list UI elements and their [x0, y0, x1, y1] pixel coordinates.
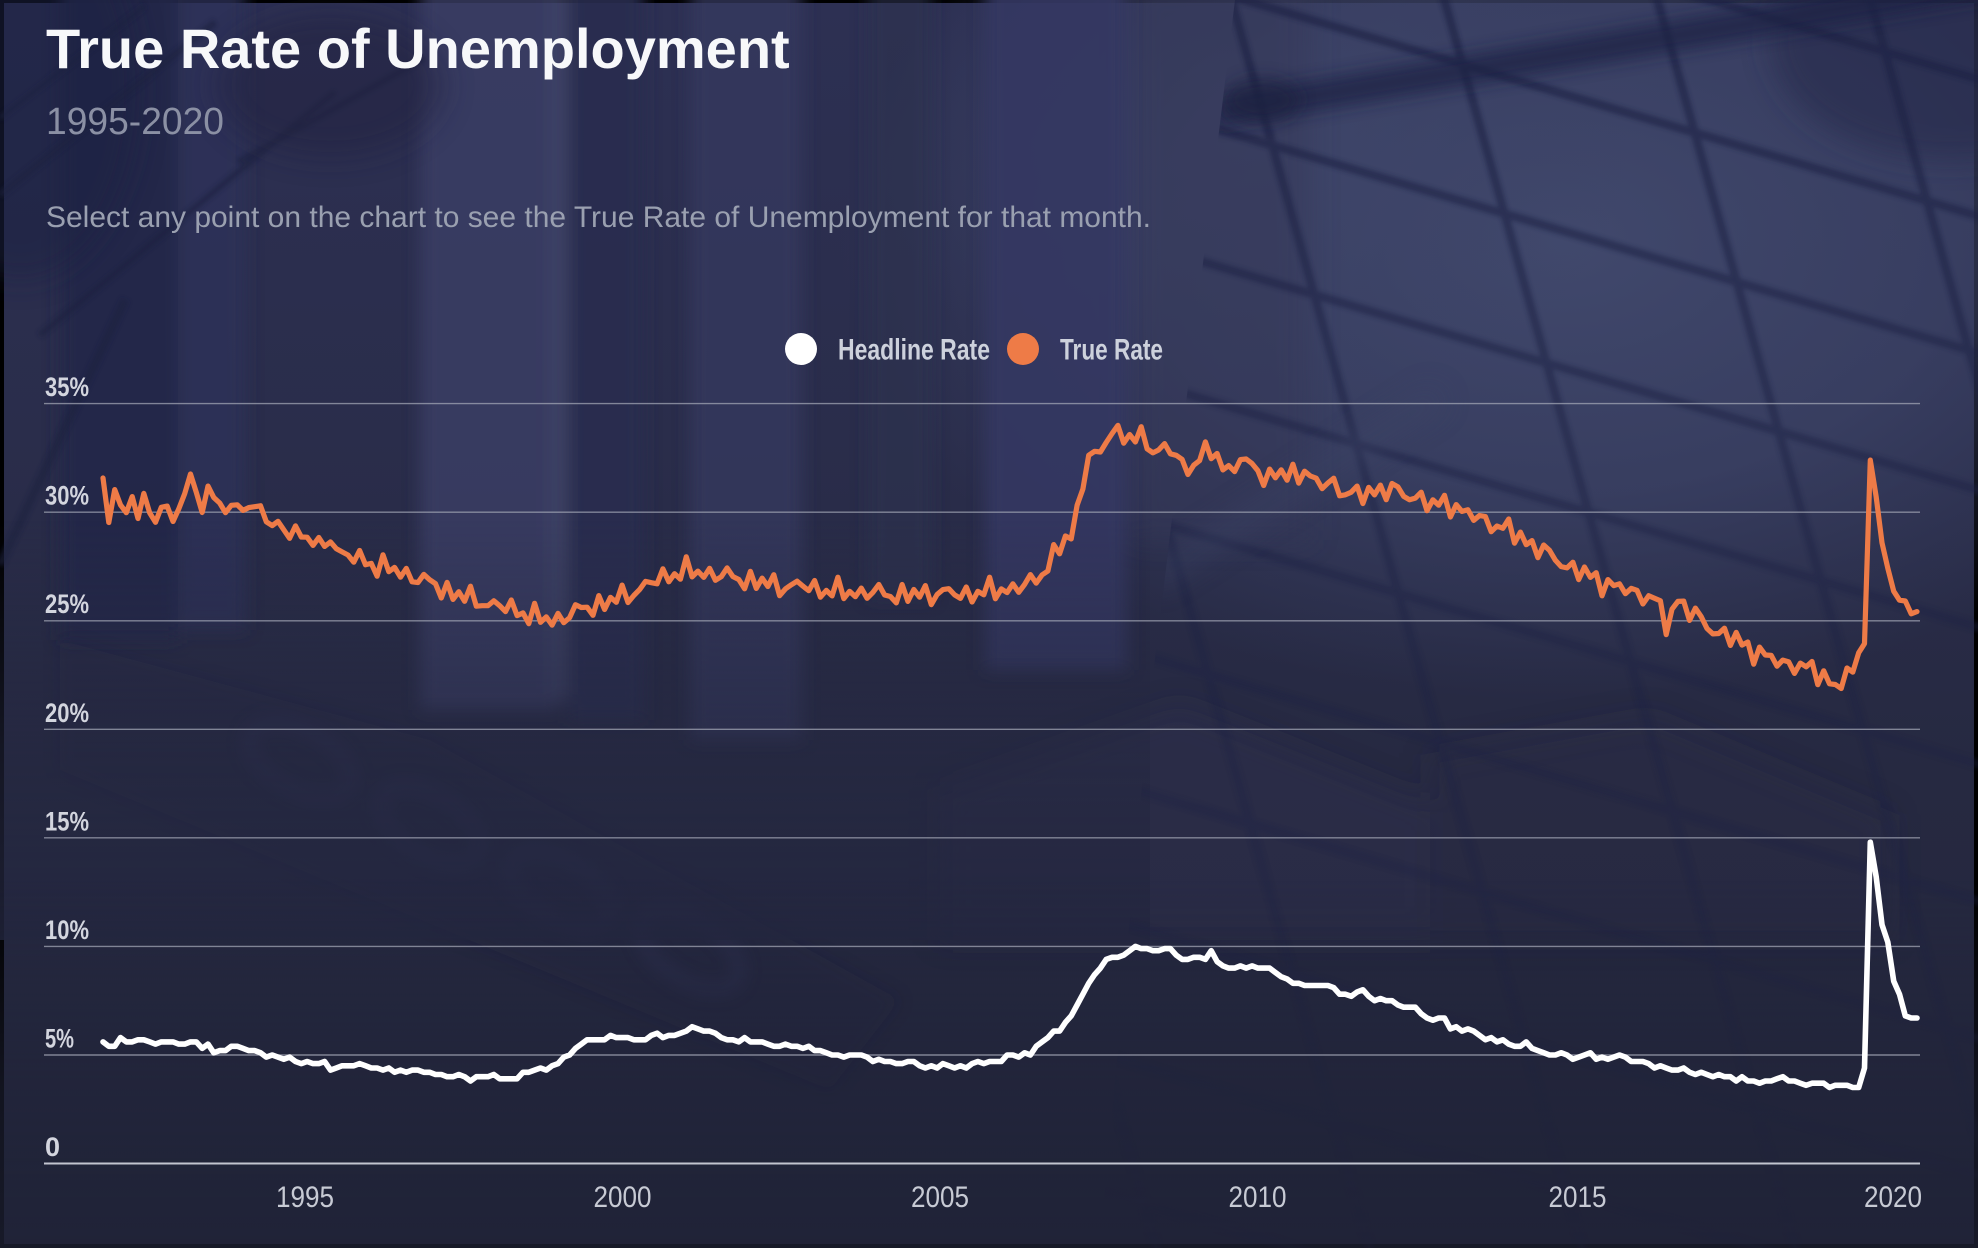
svg-text:Headline Rate: Headline Rate	[838, 334, 990, 367]
svg-text:20%: 20%	[45, 698, 89, 728]
svg-text:2005: 2005	[911, 1181, 969, 1214]
svg-text:30%: 30%	[45, 481, 89, 511]
svg-text:Select any point on the chart: Select any point on the chart to see the…	[46, 201, 1151, 234]
svg-text:10%: 10%	[45, 915, 89, 945]
svg-text:2010: 2010	[1229, 1181, 1287, 1214]
svg-text:1995-2020: 1995-2020	[46, 101, 224, 143]
svg-text:25%: 25%	[45, 589, 89, 619]
svg-text:2015: 2015	[1549, 1181, 1607, 1214]
svg-text:0: 0	[45, 1132, 60, 1162]
svg-text:15%: 15%	[45, 806, 89, 836]
svg-text:5%: 5%	[45, 1024, 74, 1054]
svg-text:True Rate of Unemployment: True Rate of Unemployment	[46, 17, 790, 80]
svg-text:2000: 2000	[594, 1181, 652, 1214]
svg-text:35%: 35%	[45, 372, 89, 402]
svg-text:1995: 1995	[276, 1181, 334, 1214]
svg-text:True Rate: True Rate	[1060, 334, 1163, 367]
svg-text:2020: 2020	[1864, 1181, 1922, 1214]
